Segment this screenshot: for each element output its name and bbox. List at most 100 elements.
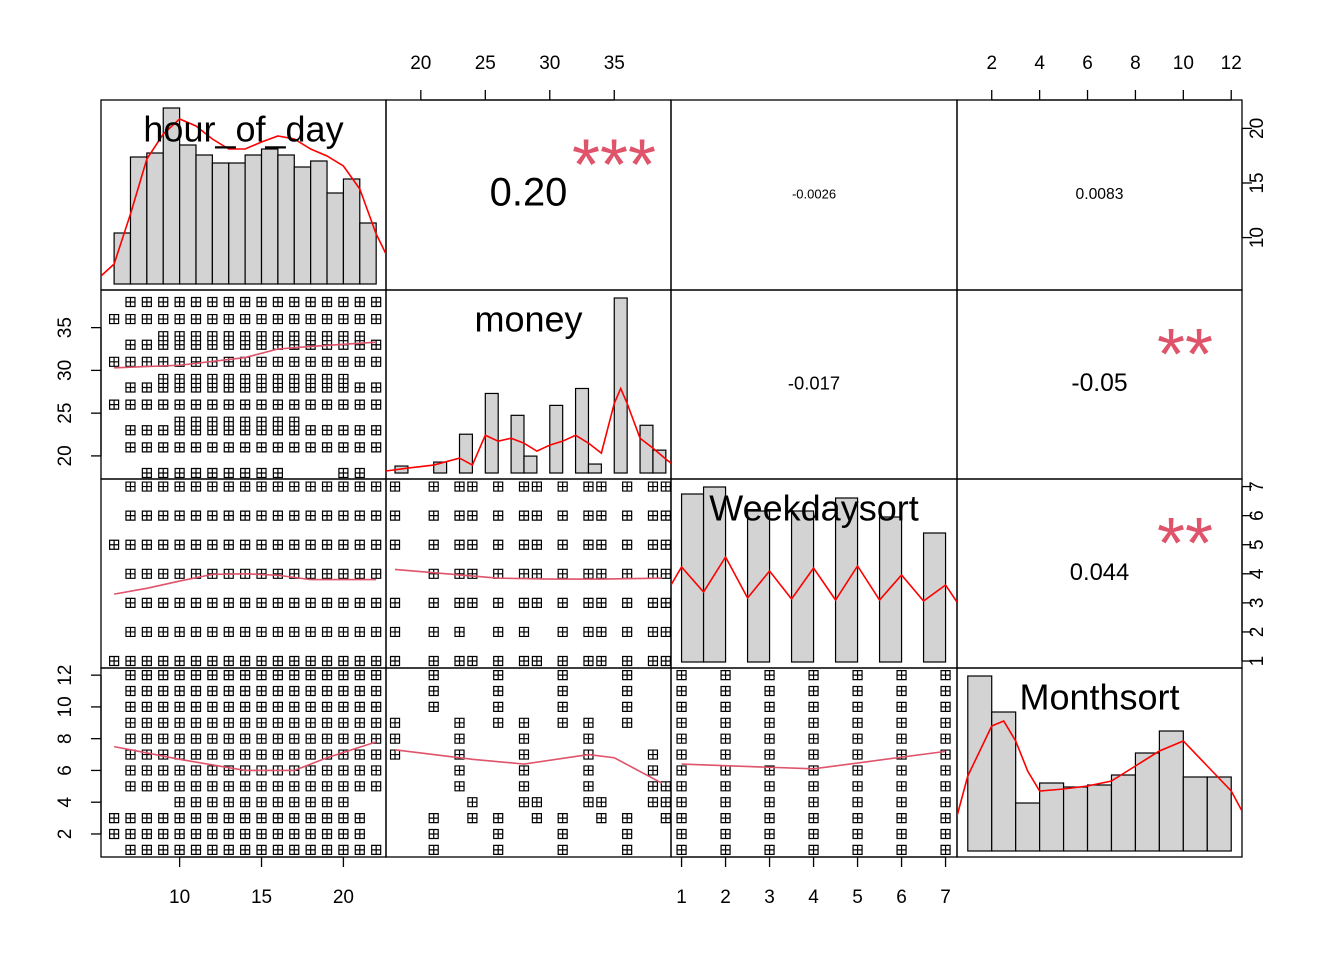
- scatter-point: [454, 481, 465, 492]
- scatter-point: [305, 733, 316, 744]
- scatter-point: [272, 733, 283, 744]
- scatter-point: [338, 331, 349, 342]
- x-tick-label: 1: [676, 887, 687, 908]
- scatter-point: [190, 442, 202, 453]
- scatter-point: [190, 539, 202, 550]
- scatter-point: [676, 781, 687, 792]
- scatter-point: [125, 765, 136, 776]
- scatter-point: [289, 399, 300, 410]
- scatter-point: [389, 717, 401, 728]
- scatter-point: [305, 749, 316, 760]
- scatter-point: [720, 797, 731, 808]
- scatter-point: [852, 701, 863, 713]
- scatter-point: [272, 467, 283, 479]
- scatter-point: [158, 828, 169, 840]
- scatter-point: [158, 339, 169, 350]
- scatter-point: [256, 373, 267, 385]
- scatter-point: [256, 296, 267, 308]
- scatter-point: [557, 685, 568, 697]
- scatter-point: [454, 568, 465, 579]
- scatter-point: [338, 382, 349, 393]
- scatter-point: [647, 510, 659, 521]
- y-tick-label: 4: [55, 796, 76, 807]
- scatter-point: [272, 844, 283, 855]
- scatter-point: [321, 399, 333, 410]
- correlation-value: -0.05: [1071, 370, 1127, 397]
- scatter-point: [896, 717, 907, 728]
- scatter-point: [454, 655, 465, 667]
- scatter-point: [207, 765, 218, 776]
- scatter-point: [223, 313, 234, 325]
- scatter-point: [852, 733, 863, 744]
- scatter-point: [305, 296, 316, 308]
- scatter-point: [256, 626, 267, 638]
- scatter-point: [338, 597, 349, 608]
- scatter-point: [454, 765, 465, 776]
- scatter-point: [207, 339, 218, 350]
- scatter-point: [338, 399, 349, 410]
- scatter-point: [125, 812, 136, 824]
- scatter-point: [141, 597, 152, 608]
- scatter-point: [676, 733, 687, 744]
- scatter-point: [371, 382, 382, 393]
- histogram-bar: [326, 192, 345, 285]
- scatter-point: [852, 765, 863, 776]
- scatter-point: [428, 812, 439, 824]
- scatter-point: [141, 765, 152, 776]
- scatter-point: [338, 765, 349, 776]
- scatter-point: [940, 844, 951, 855]
- scatter-point: [289, 733, 300, 744]
- scatter-point: [223, 481, 234, 492]
- scatter-point: [583, 539, 594, 550]
- scatter-point: [223, 717, 234, 728]
- scatter-point: [518, 481, 530, 492]
- scatter-point: [518, 655, 530, 667]
- scatter-point: [256, 701, 267, 713]
- scatter-point: [190, 685, 202, 697]
- histogram-bar: [834, 497, 859, 663]
- scatter-point: [354, 670, 365, 681]
- scatter-point: [256, 539, 267, 550]
- scatter-point: [428, 685, 439, 697]
- scatter-point: [190, 481, 202, 492]
- scatter-point: [256, 313, 267, 325]
- scatter-point: [354, 382, 365, 393]
- scatter-point: [622, 828, 633, 840]
- scatter-point: [190, 373, 202, 385]
- scatter-point: [158, 331, 169, 342]
- x-tick-label: 25: [475, 53, 496, 74]
- scatter-point: [289, 626, 300, 638]
- scatter-point: [289, 844, 300, 855]
- scatter-point: [321, 373, 333, 385]
- scatter-point: [454, 510, 465, 521]
- scatter-point: [518, 765, 530, 776]
- histogram-bar: [129, 156, 148, 285]
- scatter-point: [321, 655, 333, 667]
- scatter-point: [428, 481, 439, 492]
- x-tick-label: 7: [940, 887, 951, 908]
- scatter-point: [354, 733, 365, 744]
- scatter-point: [305, 701, 316, 713]
- scatter-point: [557, 626, 568, 638]
- scatter-point: [354, 399, 365, 410]
- scatter-point: [174, 568, 185, 579]
- histogram-bar: [967, 675, 993, 852]
- scatter-point: [557, 539, 568, 550]
- scatter-point: [272, 685, 283, 697]
- scatter-point: [321, 510, 333, 521]
- scatter-point: [141, 655, 152, 667]
- scatter-point: [305, 539, 316, 550]
- scatter-point: [190, 597, 202, 608]
- smooth-line: [113, 572, 377, 595]
- scatter-point: [240, 749, 251, 760]
- scatter-point: [289, 781, 300, 792]
- scatter-point: [240, 733, 251, 744]
- x-tick-label: 15: [251, 887, 272, 908]
- scatter-point: [493, 626, 504, 638]
- scatter-point: [256, 481, 267, 492]
- scatter-point: [207, 797, 218, 808]
- significance-stars: **: [1157, 504, 1213, 584]
- histogram-bar: [310, 160, 328, 285]
- scatter-point: [647, 597, 659, 608]
- scatter-point: [207, 425, 218, 436]
